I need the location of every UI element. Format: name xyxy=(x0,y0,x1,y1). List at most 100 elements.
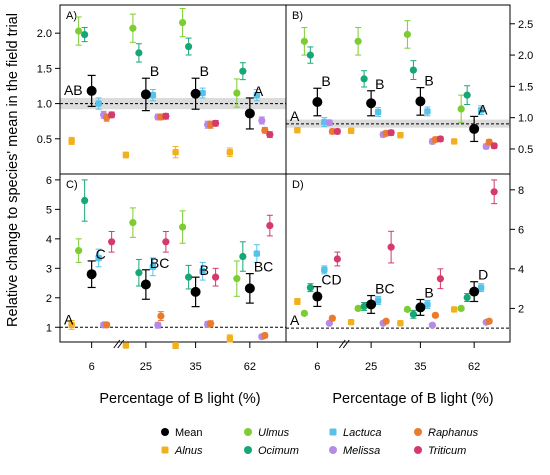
point-lactuca xyxy=(374,297,382,304)
point-triticum xyxy=(108,111,116,119)
y-axis-title: Relative change to species' mean in the … xyxy=(5,13,21,327)
point-mean xyxy=(190,88,201,99)
point-raphanus xyxy=(485,138,493,146)
point-mean xyxy=(86,269,97,280)
point-alnus xyxy=(68,321,75,329)
point-ocimum xyxy=(463,91,471,99)
point-alnus xyxy=(294,126,301,134)
y-tick-label: 8 xyxy=(518,185,524,197)
panel-label: A) xyxy=(66,10,77,22)
point-ulmus xyxy=(233,275,241,283)
point-ocimum xyxy=(81,196,89,205)
legend-marker xyxy=(161,428,169,436)
x-tick-label: 25 xyxy=(365,361,377,373)
x-tick-label: 6 xyxy=(89,361,95,373)
point-mean xyxy=(415,302,426,313)
legend-label: Alnus xyxy=(174,445,203,457)
point-raphanus xyxy=(328,314,336,322)
point-ulmus xyxy=(129,24,137,32)
legend-label: Ocimum xyxy=(258,445,299,457)
legend-item-ocimum: Ocimum xyxy=(244,445,299,457)
panel-a: A) 0.5 1.0 1.5 2.0 AB B B A xyxy=(37,4,287,175)
x-axis-title-left: Percentage of B light (%) xyxy=(99,391,260,407)
panel-label: D) xyxy=(292,179,304,191)
point-alnus xyxy=(172,342,179,349)
significance-letter: BC xyxy=(150,255,169,271)
significance-letter: B xyxy=(321,73,330,89)
legend-label: Raphanus xyxy=(428,427,479,439)
point-lactuca xyxy=(374,108,382,116)
point-lactuca xyxy=(477,106,485,114)
point-ocimum xyxy=(81,30,89,39)
point-ulmus xyxy=(129,219,137,227)
point-ulmus xyxy=(300,37,308,45)
point-ocimum xyxy=(185,273,193,281)
point-ocimum xyxy=(239,252,247,261)
y-tick-label: 1.0 xyxy=(518,113,533,125)
reference-letter: A xyxy=(290,312,300,328)
y-tick-label: 1.0 xyxy=(37,99,52,111)
legend-item-melissa: Melissa xyxy=(329,445,380,457)
significance-letter: B xyxy=(375,76,384,92)
point-ocimum xyxy=(360,302,368,311)
point-raphanus xyxy=(207,320,215,328)
significance-letter: CD xyxy=(321,272,341,288)
point-lactuca xyxy=(424,108,431,115)
point-mean xyxy=(190,286,201,297)
axis-break-mark xyxy=(342,339,350,349)
legend-marker xyxy=(414,446,422,454)
point-lactuca xyxy=(95,100,102,107)
y-tick-label: 0.5 xyxy=(37,134,52,146)
y-tick-label: 4 xyxy=(46,234,52,246)
legend: Mean Alnus Ulmus Ocimum Lactuca Melissa Raphan… xyxy=(161,427,479,457)
point-alnus xyxy=(450,306,458,313)
y-tick-label: 1.5 xyxy=(518,81,533,93)
point-lactuca xyxy=(199,89,206,97)
point-triticum xyxy=(212,119,220,127)
legend-item-lactuca: Lactuca xyxy=(329,427,382,439)
point-lactuca xyxy=(477,284,485,291)
point-ulmus xyxy=(179,223,187,231)
point-ulmus xyxy=(75,27,83,35)
significance-letter: B xyxy=(200,262,209,278)
point-alnus xyxy=(226,335,234,342)
legend-item-triticum: Triticum xyxy=(414,445,466,457)
point-mean xyxy=(312,291,323,302)
point-lactuca xyxy=(95,254,102,262)
significance-letter: B xyxy=(424,73,433,89)
x-tick-label: 62 xyxy=(244,361,256,373)
point-ulmus xyxy=(403,30,411,39)
reference-letter: A xyxy=(64,311,74,327)
point-ocimum xyxy=(463,293,471,302)
point-raphanus xyxy=(431,311,439,319)
y-tick-label: 0.5 xyxy=(518,144,533,156)
legend-item-mean: Mean xyxy=(161,427,203,439)
point-melissa xyxy=(258,116,266,125)
point-mean xyxy=(415,96,426,107)
point-ocimum xyxy=(185,42,193,51)
panel-frame xyxy=(285,173,511,343)
significance-letter: BC xyxy=(254,259,273,275)
point-raphanus xyxy=(328,127,336,136)
point-raphanus xyxy=(157,312,165,320)
panel-c: C) 1 2 3 4 5 6 6 25 35 62 C BC B BC A xyxy=(46,173,287,373)
point-raphanus xyxy=(261,126,269,134)
y-tick-label: 2 xyxy=(46,293,52,305)
legend-item-raphanus: Raphanus xyxy=(414,427,479,439)
y-tick-label: 2.0 xyxy=(37,28,52,40)
legend-item-ulmus: Ulmus xyxy=(244,427,290,439)
legend-label: Melissa xyxy=(343,445,380,457)
point-triticum xyxy=(162,112,170,120)
panel-label: C) xyxy=(66,179,78,191)
y-tick-label: 2.0 xyxy=(518,50,533,62)
point-ocimum xyxy=(409,66,417,74)
point-mean xyxy=(312,97,323,108)
point-triticum xyxy=(387,129,395,137)
significance-letter: B xyxy=(150,63,159,79)
point-mean xyxy=(469,123,480,134)
legend-marker xyxy=(414,428,422,436)
axis-break-mark xyxy=(113,339,121,349)
significance-letter: C xyxy=(96,246,106,262)
y-tick-label: 2 xyxy=(518,303,524,315)
